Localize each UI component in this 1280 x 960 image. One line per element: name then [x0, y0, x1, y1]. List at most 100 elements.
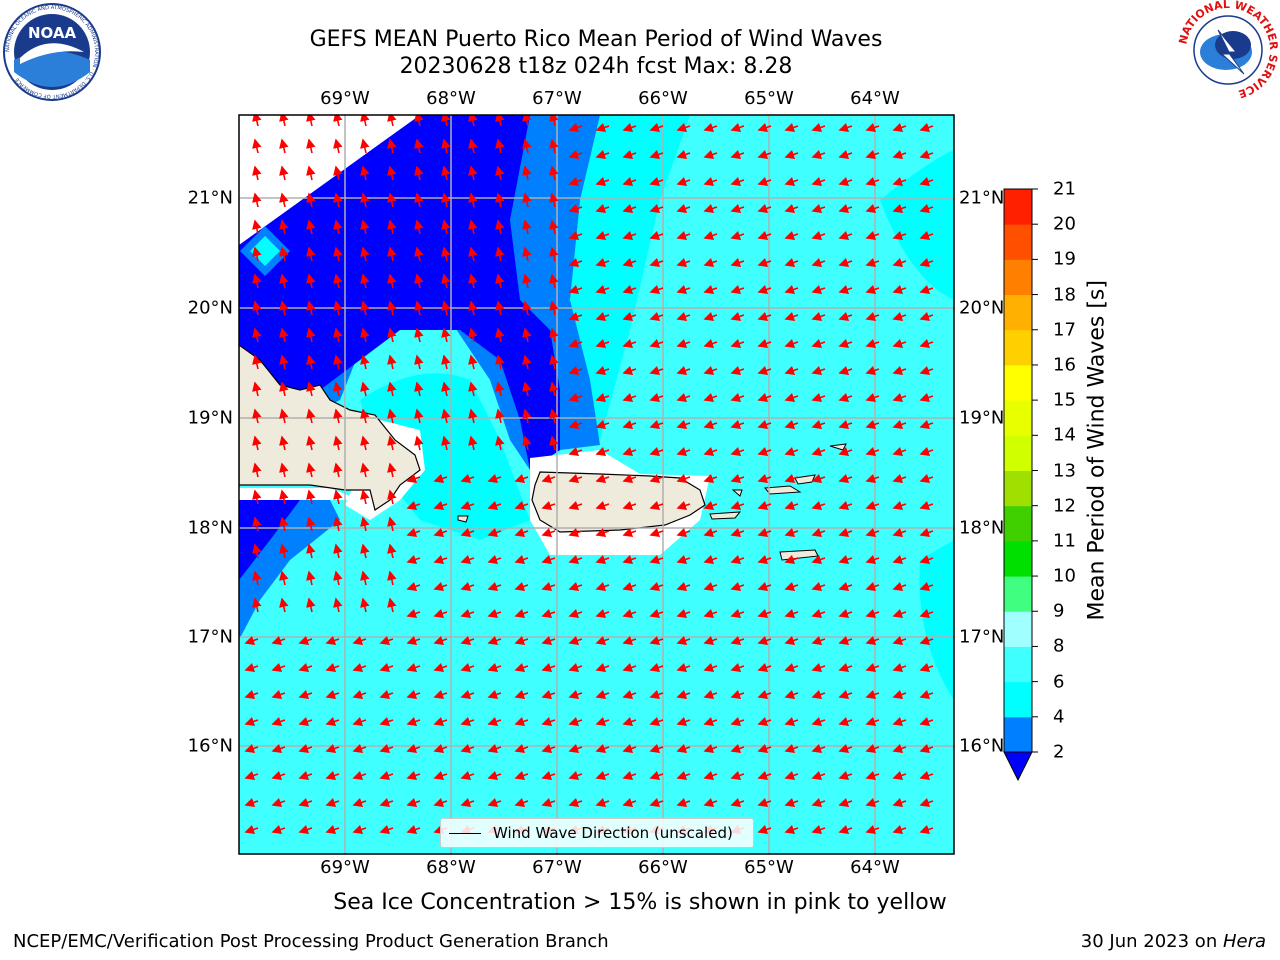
wave-direction-arrow [622, 365, 637, 376]
wave-direction-arrow [387, 273, 397, 289]
wave-direction-arrow [730, 554, 745, 565]
wave-direction-arrow [784, 689, 799, 700]
wave-direction-arrow [784, 122, 799, 133]
wave-direction-arrow [784, 743, 799, 754]
wave-direction-arrow [541, 770, 556, 781]
colorbar-segment [1004, 294, 1032, 331]
wave-direction-arrow [325, 635, 340, 646]
wave-direction-arrow [919, 770, 934, 781]
colorbar-tick-label: 12 [1053, 495, 1076, 517]
wave-direction-arrow [703, 554, 718, 565]
wave-direction-arrow [406, 554, 421, 565]
wave-direction-arrow [414, 327, 424, 343]
wave-direction-arrow [468, 300, 478, 316]
wave-direction-arrow [541, 635, 556, 646]
wave-direction-arrow [703, 527, 718, 538]
wave-direction-arrow [838, 284, 853, 295]
wave-direction-arrow [379, 743, 394, 754]
wave-direction-arrow [811, 365, 826, 376]
wave-direction-arrow [414, 138, 424, 154]
wave-direction-arrow [514, 662, 529, 673]
wave-direction-arrow [757, 257, 772, 268]
wave-direction-arrow [306, 462, 316, 478]
wave-direction-arrow [595, 554, 610, 565]
wave-direction-arrow [892, 446, 907, 457]
wave-direction-arrow [333, 327, 343, 343]
wave-direction-arrow [892, 689, 907, 700]
wave-direction-arrow [676, 527, 691, 538]
wave-direction-arrow [703, 500, 718, 511]
wave-direction-arrow [811, 689, 826, 700]
wave-direction-arrow [333, 462, 343, 478]
wave-direction-arrow [595, 284, 610, 295]
wave-direction-arrow [298, 689, 313, 700]
colorbar-segment [1004, 400, 1032, 436]
wave-direction-arrow [919, 473, 934, 484]
wave-direction-arrow [568, 635, 583, 646]
lon-tick-bottom: 67°W [532, 857, 582, 878]
wave-direction-arrow [865, 257, 880, 268]
wave-direction-arrow [892, 257, 907, 268]
wave-direction-arrow [730, 743, 745, 754]
wave-direction-arrow [244, 824, 259, 835]
wave-direction-arrow [811, 473, 826, 484]
colorbar-segment [1004, 470, 1032, 507]
wave-direction-arrow [298, 770, 313, 781]
wave-direction-arrow [379, 770, 394, 781]
wave-direction-arrow [252, 246, 262, 262]
wave-direction-arrow [352, 635, 367, 646]
wave-direction-arrow [649, 365, 664, 376]
lon-tick-top: 69°W [320, 88, 370, 109]
wave-direction-arrow [298, 635, 313, 646]
wave-direction-arrow [541, 473, 556, 484]
wave-direction-arrow [757, 554, 772, 565]
wave-direction-arrow [487, 689, 502, 700]
wave-direction-arrow [892, 500, 907, 511]
wave-direction-arrow [414, 246, 424, 262]
wave-direction-arrow [622, 338, 637, 349]
wave-direction-arrow [406, 797, 421, 808]
wave-direction-arrow [568, 608, 583, 619]
lon-tick-top: 68°W [426, 88, 476, 109]
wave-direction-arrow [387, 354, 397, 370]
wave-direction-arrow [568, 365, 583, 376]
wave-direction-arrow [865, 716, 880, 727]
wave-direction-arrow [784, 716, 799, 727]
wave-direction-arrow [811, 770, 826, 781]
wave-direction-arrow [784, 284, 799, 295]
wave-direction-arrow [676, 311, 691, 322]
wave-direction-arrow [892, 419, 907, 430]
wave-direction-arrow [703, 743, 718, 754]
wave-direction-arrow [676, 581, 691, 592]
wave-direction-arrow [387, 462, 397, 478]
wave-direction-arrow [730, 257, 745, 268]
wave-direction-arrow [676, 500, 691, 511]
wave-direction-arrow [495, 408, 505, 424]
wave-direction-arrow [676, 257, 691, 268]
colorbar-tick-label: 8 [1053, 635, 1065, 657]
wave-direction-arrow [919, 500, 934, 511]
wave-direction-arrow [676, 797, 691, 808]
wave-direction-arrow [865, 203, 880, 214]
colorbar-tick-label: 17 [1053, 319, 1076, 341]
footer-host: Hera [1222, 931, 1266, 952]
wave-direction-arrow [811, 176, 826, 187]
wave-direction-arrow [568, 419, 583, 430]
wave-direction-arrow [595, 473, 610, 484]
wave-direction-arrow [252, 489, 262, 505]
wave-direction-arrow [406, 716, 421, 727]
wave-direction-arrow [595, 716, 610, 727]
wave-direction-arrow [703, 338, 718, 349]
wave-direction-arrow [730, 149, 745, 160]
wave-direction-arrow [360, 462, 370, 478]
wave-direction-arrow [676, 743, 691, 754]
wave-direction-arrow [441, 192, 451, 208]
wave-direction-arrow [252, 543, 262, 559]
wave-direction-arrow [360, 408, 370, 424]
wave-direction-arrow [387, 300, 397, 316]
wave-direction-arrow [730, 284, 745, 295]
wave-direction-arrow [676, 365, 691, 376]
wave-direction-arrow [892, 662, 907, 673]
wave-direction-arrow [811, 446, 826, 457]
wave-direction-arrow [433, 689, 448, 700]
